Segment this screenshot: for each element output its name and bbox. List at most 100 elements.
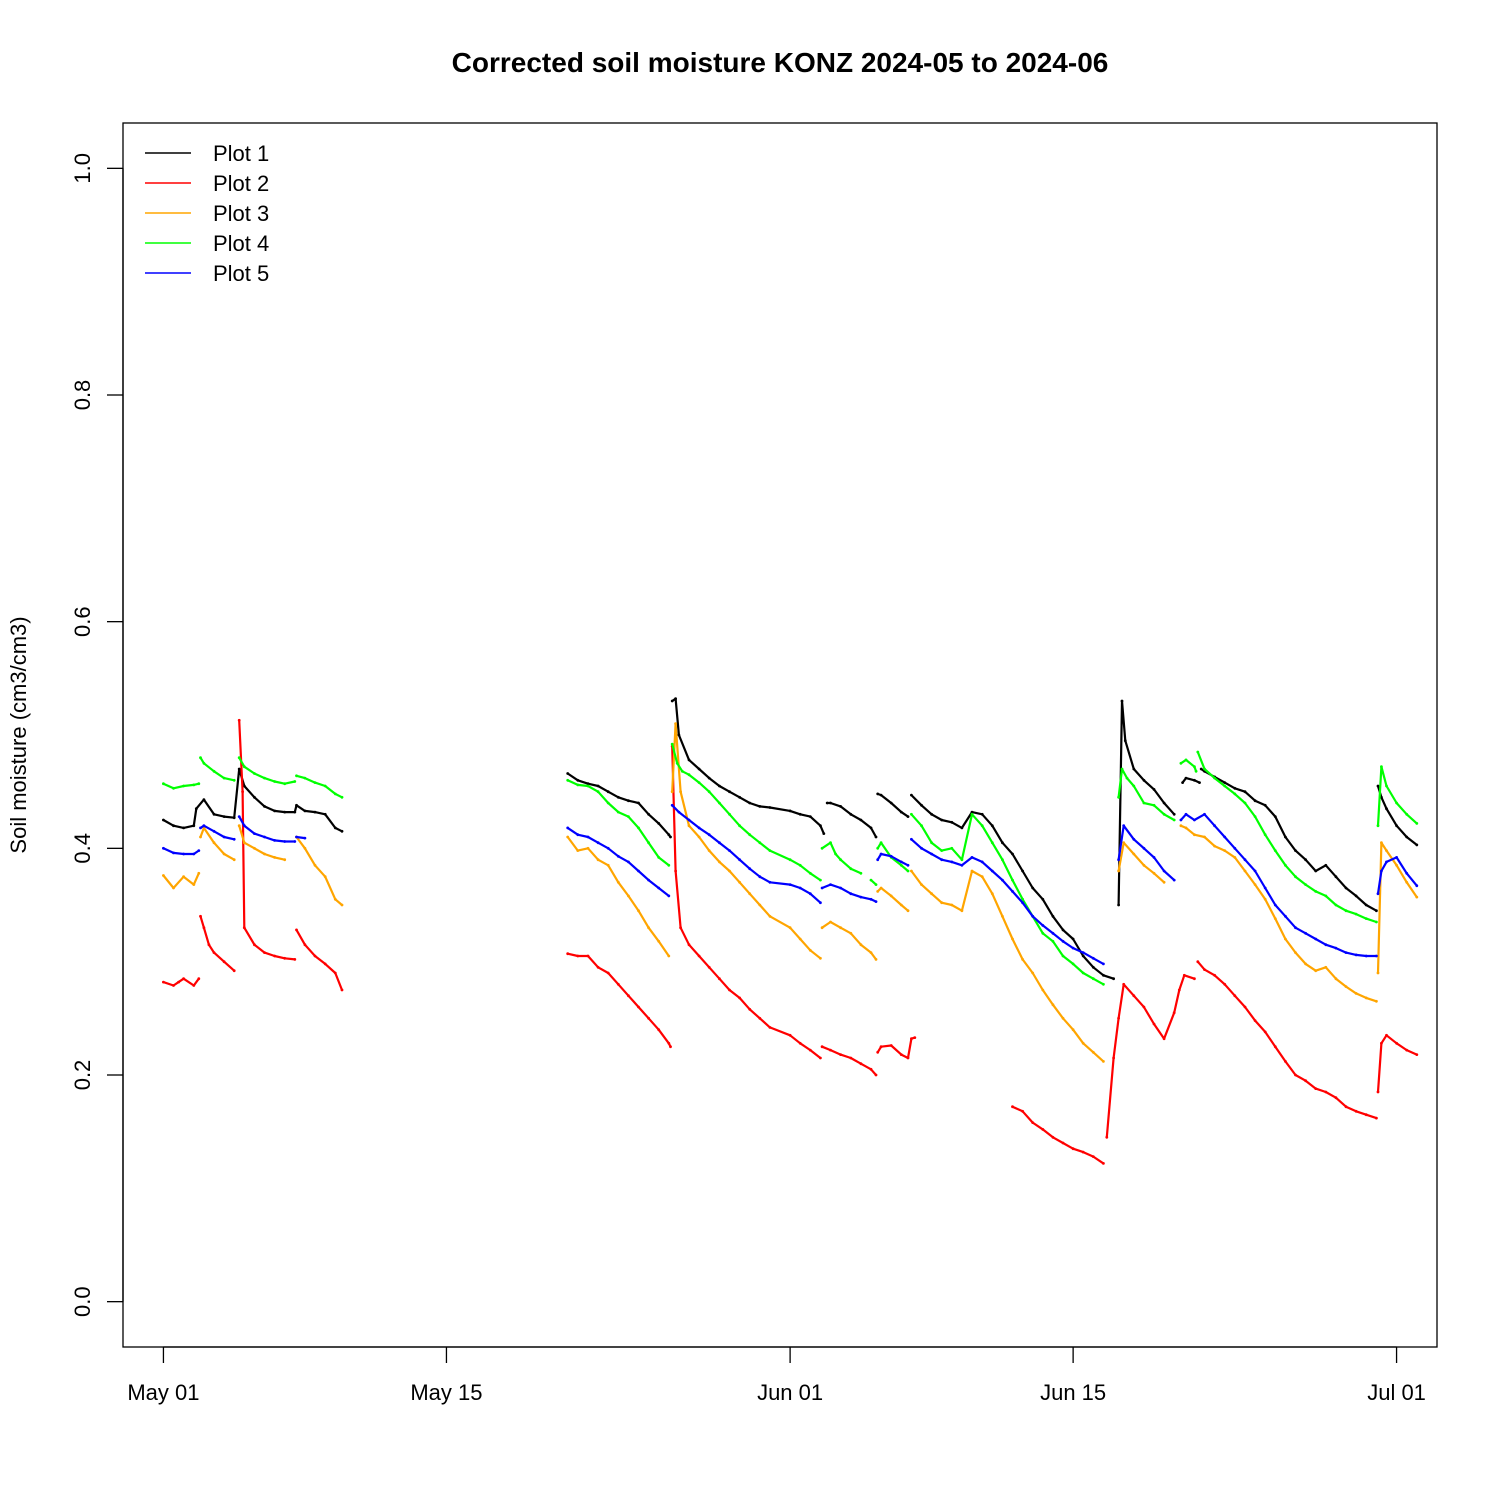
data-point: [340, 903, 344, 907]
data-point: [1112, 1056, 1115, 1060]
data-point: [738, 996, 741, 1000]
data-point: [677, 733, 681, 737]
data-point: [1071, 937, 1075, 941]
data-point: [253, 795, 256, 799]
data-point: [970, 856, 974, 859]
legend-label: Plot 1: [213, 141, 269, 166]
data-point: [906, 815, 910, 818]
data-point: [1091, 965, 1095, 969]
data-point: [657, 886, 661, 890]
data-point: [1031, 971, 1035, 975]
data-point: [232, 837, 236, 841]
data-point: [1122, 982, 1126, 986]
data-point: [1102, 962, 1105, 966]
data-point: [808, 815, 812, 818]
data-point: [940, 858, 944, 862]
data-point: [576, 778, 580, 782]
data-point: [1395, 801, 1398, 805]
data-point: [697, 781, 701, 784]
data-point: [253, 846, 256, 850]
data-point: [1344, 886, 1348, 890]
data-point: [1162, 801, 1166, 805]
data-point: [1203, 835, 1206, 839]
data-point: [1324, 863, 1328, 867]
data-point: [1324, 894, 1328, 898]
data-point: [647, 878, 650, 882]
data-point: [293, 958, 297, 961]
data-point: [182, 826, 186, 830]
data-point: [1395, 824, 1398, 828]
data-point: [667, 1041, 671, 1045]
data-point: [768, 849, 772, 852]
data-point: [192, 852, 196, 856]
data-point: [788, 1033, 792, 1037]
data-point: [738, 795, 741, 799]
series-segment: [238, 815, 296, 843]
data-point: [670, 699, 674, 703]
data-point: [637, 1005, 640, 1009]
series-plot-1: [162, 697, 1419, 981]
data-point: [849, 867, 853, 871]
data-point: [758, 875, 762, 879]
data-point: [1001, 914, 1004, 918]
series-segment: [910, 869, 1105, 1063]
data-point: [1376, 784, 1380, 788]
data-point: [1380, 869, 1383, 873]
data-point: [1364, 903, 1368, 907]
data-point: [889, 894, 893, 898]
data-point: [1061, 1016, 1065, 1020]
data-point: [1354, 1109, 1358, 1113]
data-point: [1102, 1060, 1105, 1063]
data-point: [859, 818, 863, 822]
data-point: [616, 982, 620, 986]
data-point: [1364, 1113, 1368, 1117]
data-point: [1001, 841, 1004, 845]
data-point: [273, 954, 276, 958]
data-point: [758, 903, 762, 907]
data-point: [920, 824, 923, 828]
series-plot-5: [162, 803, 1419, 966]
data-point: [199, 826, 202, 830]
data-point: [1142, 846, 1146, 850]
data-point: [930, 841, 933, 845]
data-point: [748, 833, 752, 837]
data-point: [1102, 982, 1105, 986]
data-point: [1263, 803, 1267, 807]
y-tick-label: 0.6: [70, 606, 95, 637]
data-point: [1364, 954, 1368, 958]
data-point: [839, 805, 842, 808]
series-segment: [566, 772, 672, 839]
data-point: [1314, 937, 1318, 941]
data-point: [788, 883, 792, 886]
data-point: [687, 943, 691, 947]
data-point: [1041, 988, 1045, 992]
data-point: [859, 871, 863, 875]
data-point: [680, 769, 684, 773]
data-point: [667, 894, 671, 898]
data-point: [1314, 869, 1318, 873]
data-point: [677, 810, 681, 814]
data-point: [1123, 739, 1127, 743]
data-point: [910, 837, 913, 841]
data-point: [1263, 886, 1267, 890]
data-point: [182, 852, 186, 856]
data-point: [874, 900, 878, 903]
data-point: [920, 846, 923, 850]
data-point: [606, 846, 610, 850]
data-point: [859, 1062, 863, 1066]
data-point: [1152, 803, 1156, 807]
data-point: [1021, 901, 1024, 905]
data-point: [192, 824, 196, 828]
data-point: [697, 767, 701, 771]
data-point: [1142, 778, 1146, 782]
data-point: [1193, 818, 1196, 822]
data-point: [1117, 858, 1120, 862]
data-point: [1117, 1016, 1120, 1020]
data-point: [566, 952, 570, 956]
data-point: [798, 937, 802, 941]
data-point: [674, 869, 677, 873]
data-point: [910, 869, 913, 873]
data-point: [1334, 903, 1338, 907]
data-point: [222, 852, 226, 856]
data-point: [273, 780, 276, 783]
